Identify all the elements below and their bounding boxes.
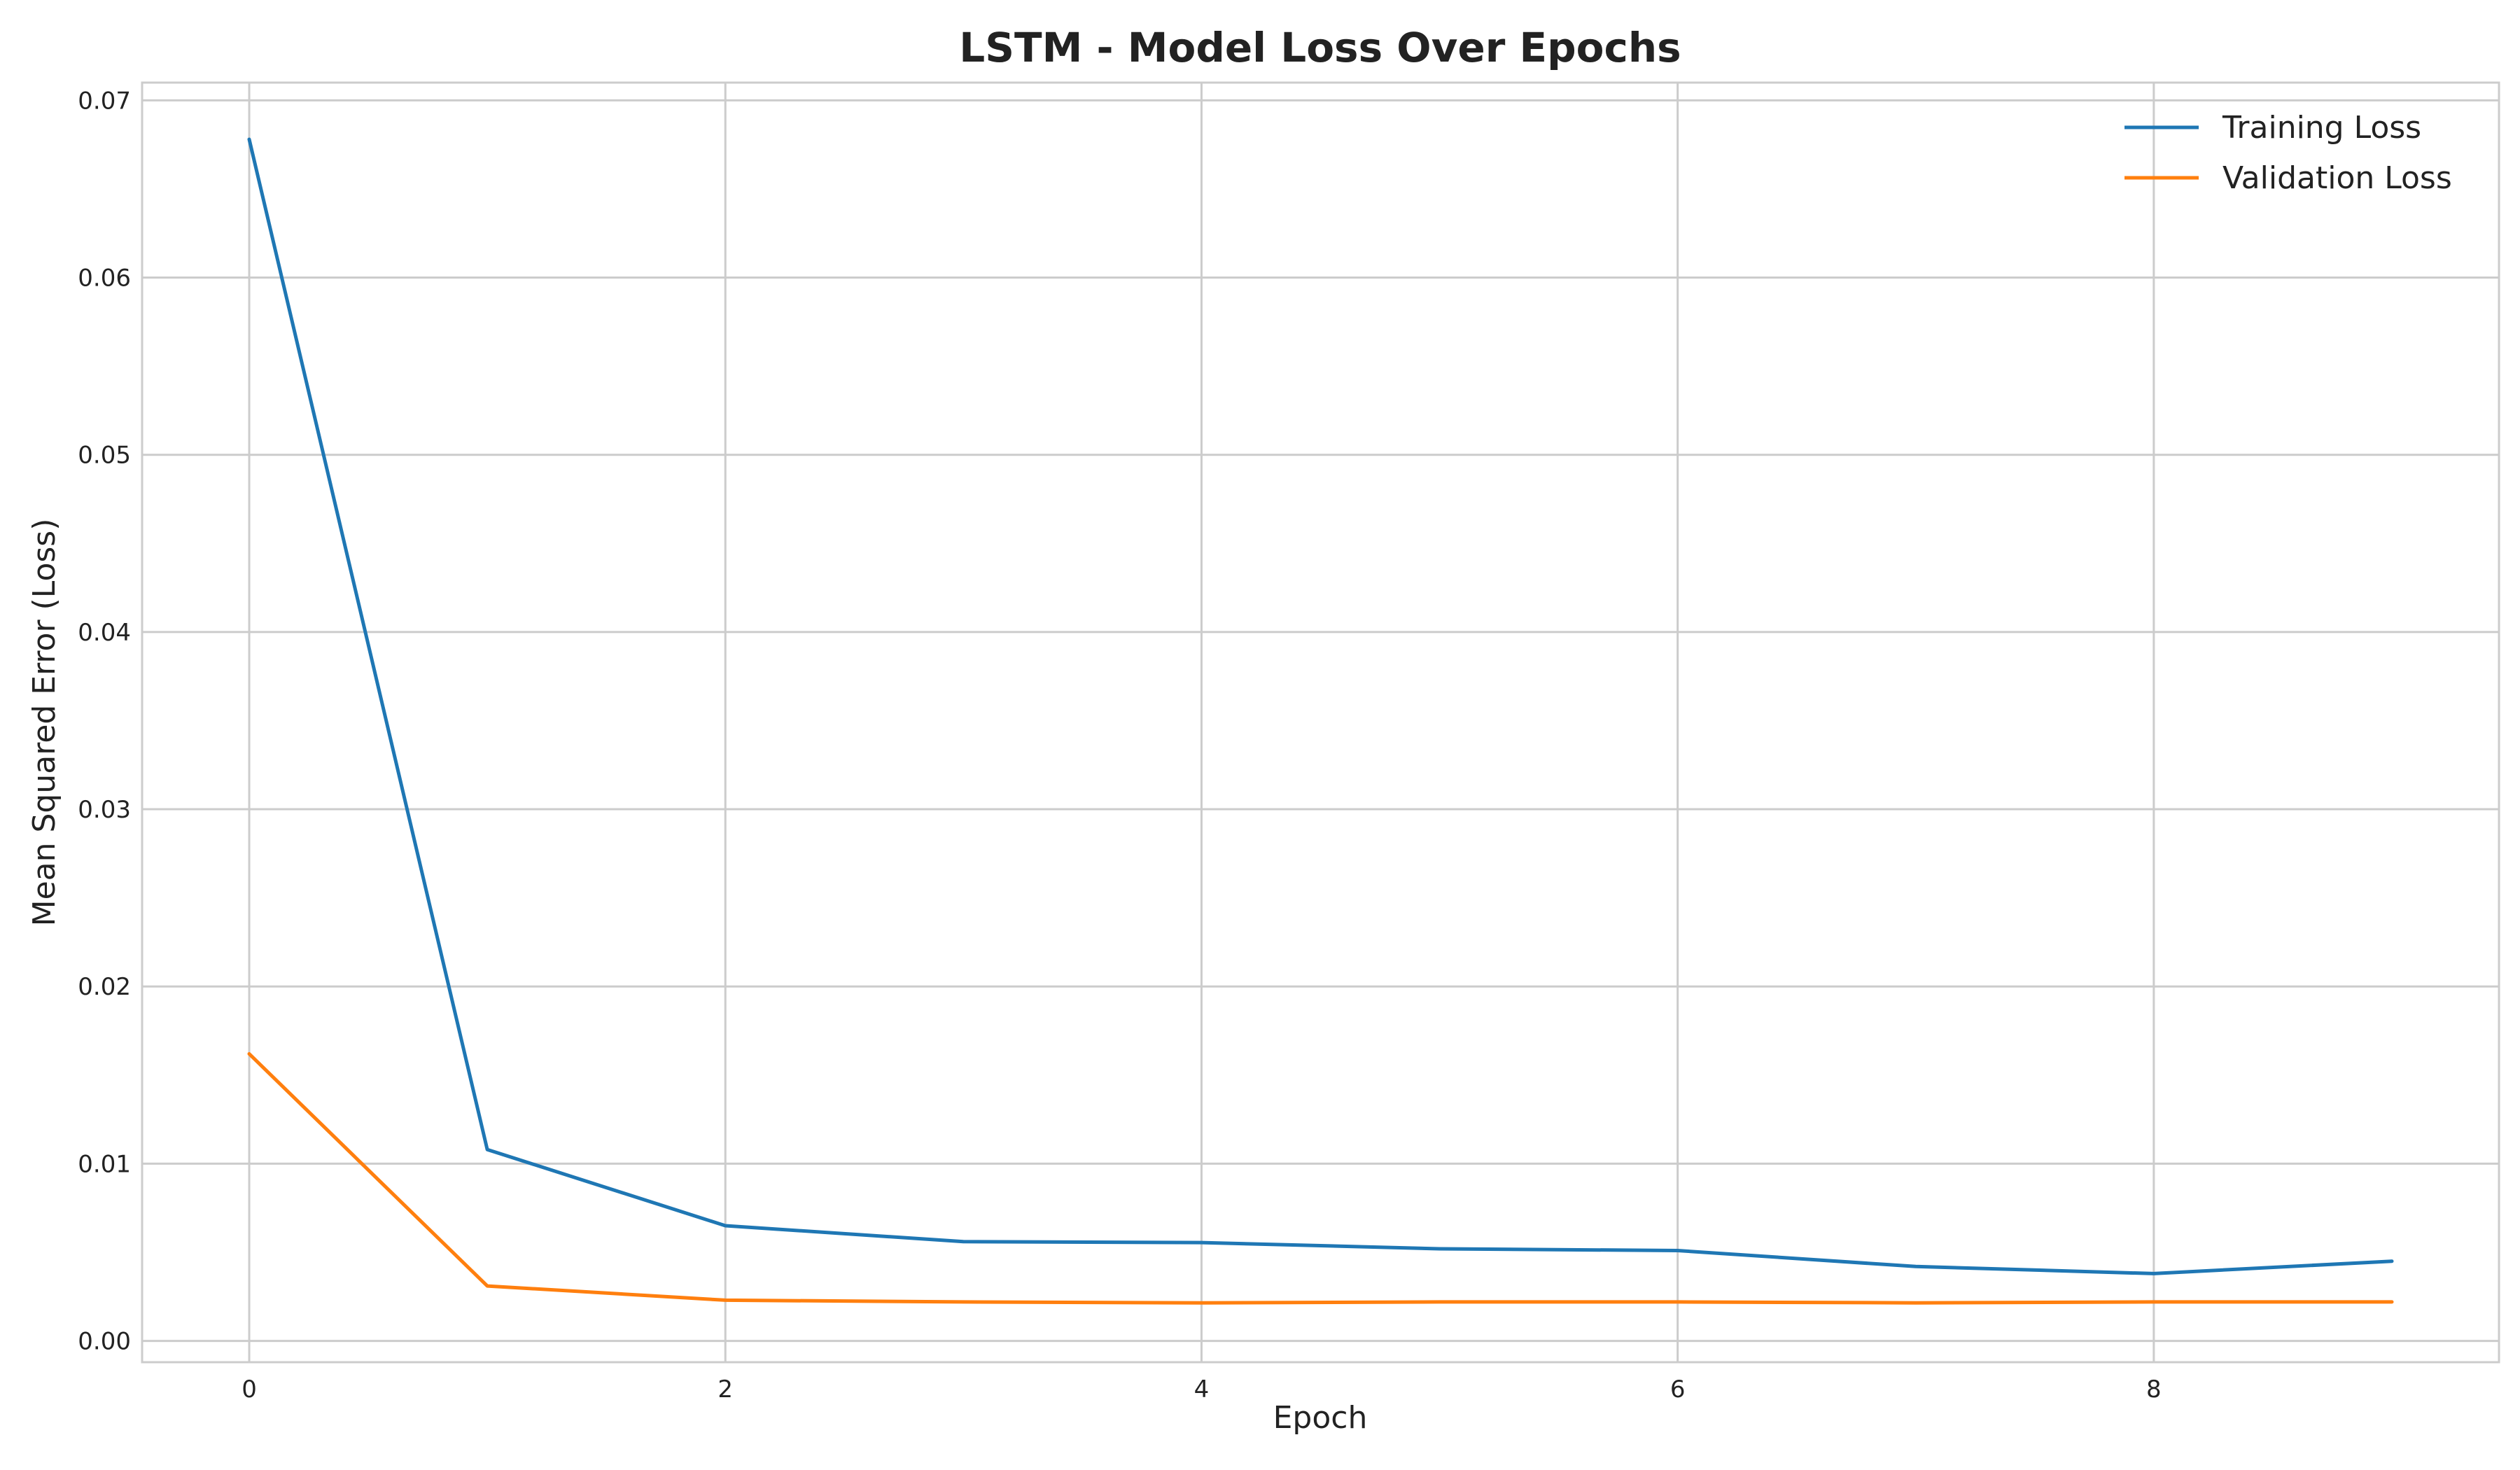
y-tick-label: 0.07	[78, 87, 131, 115]
y-tick-label: 0.02	[78, 973, 131, 1001]
y-tick-label: 0.04	[78, 619, 131, 647]
y-tick-label: 0.00	[78, 1328, 131, 1356]
x-tick-label: 4	[1194, 1376, 1210, 1404]
chart-title: LSTM - Model Loss Over Epochs	[959, 24, 1681, 71]
x-tick-label: 6	[1670, 1376, 1686, 1404]
plot-frame	[141, 81, 2500, 1364]
x-tick-label: 8	[2146, 1376, 2162, 1404]
series-line-training-loss	[247, 137, 2394, 1275]
grid	[142, 83, 2499, 1362]
y-tick-label: 0.05	[78, 442, 131, 470]
x-axis-label: Epoch	[1273, 1400, 1368, 1436]
series-lines	[247, 137, 2394, 1305]
series-line-validation-loss	[247, 1052, 2394, 1305]
y-tick-label: 0.03	[78, 796, 131, 824]
legend-label: Training Loss	[2222, 110, 2421, 146]
x-tick-label: 0	[241, 1376, 257, 1404]
legend: Training Loss Validation Loss	[2124, 110, 2452, 196]
legend-label: Validation Loss	[2222, 160, 2452, 196]
y-axis-label: Mean Squared Error (Loss)	[27, 519, 62, 927]
y-tick-label: 0.01	[78, 1150, 131, 1178]
x-tick-label: 2	[718, 1376, 733, 1404]
y-tick-label: 0.06	[78, 265, 131, 293]
axis-ticks: 0 2 4 6 8 0.00 0.01 0.02 0.03 0.04 0.05 0.06 0.07	[78, 87, 2161, 1404]
